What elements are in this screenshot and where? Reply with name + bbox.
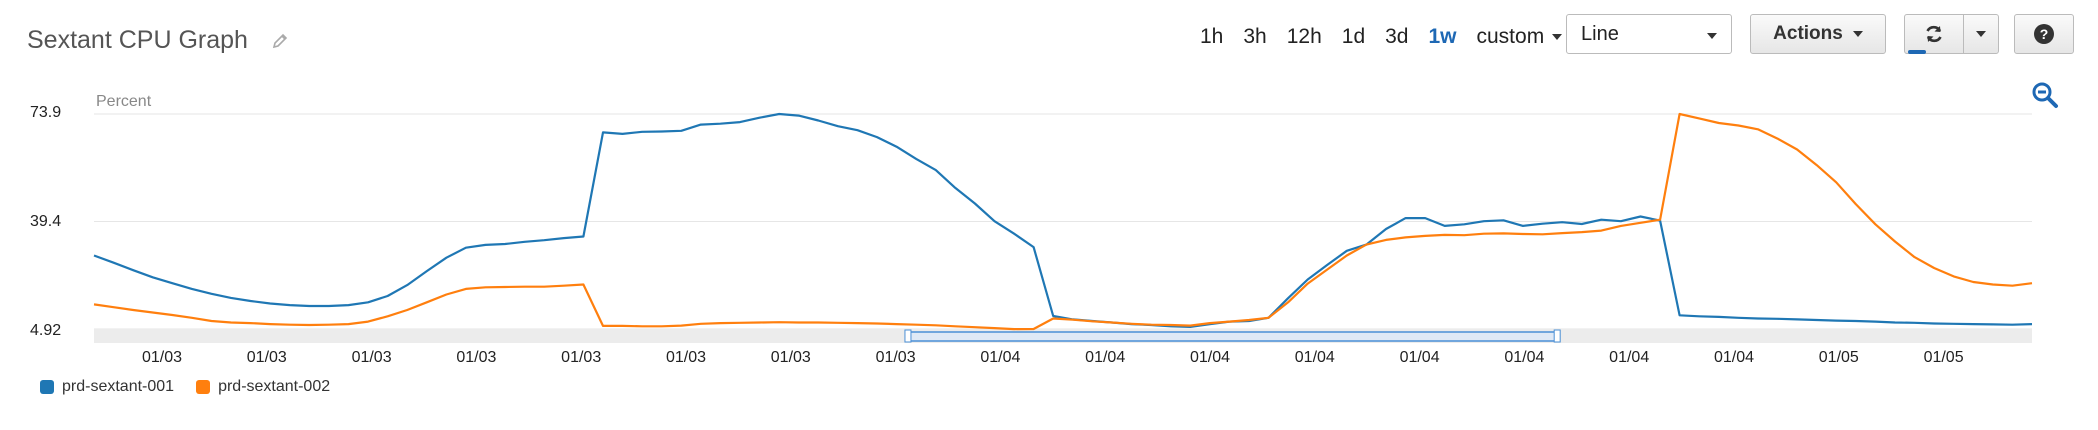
- legend-item[interactable]: prd-sextant-001: [40, 378, 174, 396]
- range-3d[interactable]: 3d: [1385, 25, 1409, 48]
- x-tick-label: 01/03: [666, 349, 706, 366]
- chart-legend: prd-sextant-001 prd-sextant-002: [40, 378, 352, 396]
- refresh-icon: [1926, 25, 1942, 43]
- caret-down-icon: [1976, 31, 1986, 37]
- svg-text:?: ?: [2040, 26, 2049, 42]
- chart-type-value: Line: [1581, 22, 1619, 45]
- x-tick-label: 01/03: [352, 349, 392, 366]
- x-tick-label: 01/03: [247, 349, 287, 366]
- caret-down-icon: [1852, 31, 1863, 37]
- navigator-selection: [907, 331, 1558, 342]
- help-button[interactable]: ?: [2014, 14, 2074, 54]
- range-3h[interactable]: 3h: [1243, 25, 1267, 48]
- x-tick-label: 01/04: [1085, 349, 1125, 366]
- x-tick-label: 01/03: [771, 349, 811, 366]
- refresh-progress-indicator: [1908, 50, 1926, 54]
- x-tick-label: 01/04: [1400, 349, 1440, 366]
- pencil-icon[interactable]: [270, 31, 290, 51]
- series-line: [93, 112, 2033, 328]
- actions-button[interactable]: Actions: [1750, 14, 1886, 54]
- actions-label: Actions: [1773, 23, 1843, 44]
- navigator-handle-right: [1553, 329, 1561, 343]
- y-tick-label: 4.92: [30, 322, 62, 339]
- legend-label: prd-sextant-001: [62, 378, 175, 395]
- legend-label: prd-sextant-002: [218, 378, 331, 395]
- legend-swatch: [196, 380, 211, 394]
- x-tick-label: 01/05: [1819, 349, 1859, 366]
- range-1h[interactable]: 1h: [1200, 25, 1224, 48]
- x-tick-label: 01/04: [1190, 349, 1230, 366]
- legend-item[interactable]: prd-sextant-002: [196, 378, 330, 396]
- x-tick-label: 01/04: [1504, 349, 1544, 366]
- x-tick-label: 01/05: [1924, 349, 1964, 366]
- zoom-out-icon[interactable]: [2030, 80, 2060, 110]
- legend-swatch: [40, 380, 54, 394]
- x-tick-label: 01/04: [1714, 349, 1754, 366]
- x-tick-label: 01/03: [876, 349, 916, 366]
- caret-down-icon: [1552, 34, 1563, 40]
- help-icon: ?: [2034, 24, 2054, 44]
- navigator-handle-left: [904, 329, 912, 343]
- custom-range-dropdown[interactable]: custom: [1477, 25, 1563, 49]
- y-axis-unit-label: Percent: [96, 93, 152, 110]
- caret-down-icon: [1707, 33, 1717, 39]
- refresh-options-dropdown[interactable]: [1963, 14, 1999, 54]
- x-tick-label: 01/04: [980, 349, 1020, 366]
- range-1w[interactable]: 1w: [1428, 25, 1457, 48]
- chart-type-select[interactable]: Line: [1566, 14, 1732, 54]
- x-tick-label: 01/03: [142, 349, 182, 366]
- y-tick-label: 39.4: [30, 213, 62, 230]
- range-1d[interactable]: 1d: [1341, 25, 1366, 48]
- y-tick-label: 73.9: [30, 104, 62, 121]
- time-range-selector: 1h 3h 12h 1d 3d 1w custom: [1200, 22, 1563, 52]
- custom-range-label: custom: [1476, 25, 1545, 48]
- series-line: [93, 112, 2033, 331]
- refresh-button[interactable]: [1904, 14, 1964, 54]
- x-tick-label: 01/03: [561, 349, 601, 366]
- x-tick-label: 01/03: [456, 349, 496, 366]
- page-title: Sextant CPU Graph: [27, 26, 248, 54]
- range-12h[interactable]: 12h: [1286, 25, 1322, 48]
- x-tick-label: 01/04: [1609, 349, 1649, 366]
- x-tick-label: 01/04: [1295, 349, 1335, 366]
